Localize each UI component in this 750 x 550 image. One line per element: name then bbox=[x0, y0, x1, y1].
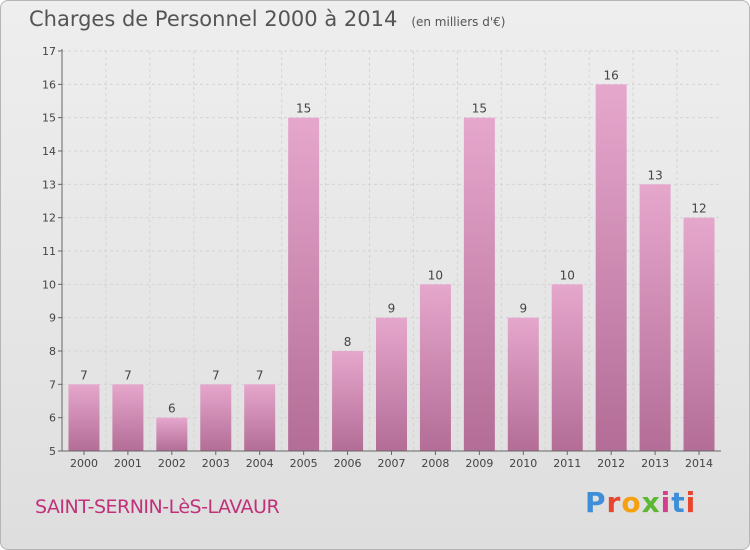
bar-2002 bbox=[156, 417, 188, 451]
y-tick-label: 10 bbox=[42, 278, 56, 291]
brand-letter: i bbox=[685, 486, 697, 519]
bar-2014 bbox=[683, 217, 715, 451]
y-tick-label: 14 bbox=[42, 145, 56, 158]
bar-value-label: 13 bbox=[647, 168, 662, 182]
bar-value-label: 8 bbox=[344, 335, 352, 349]
x-tick-label: 2004 bbox=[246, 457, 274, 470]
y-tick-label: 5 bbox=[49, 445, 56, 458]
bar-2004 bbox=[244, 384, 276, 451]
bar-value-label: 7 bbox=[256, 368, 264, 382]
bar-2012 bbox=[595, 84, 627, 451]
proxiti-logo: Proxiti bbox=[585, 486, 696, 519]
x-tick-label: 2010 bbox=[509, 457, 537, 470]
chart-title-text: Charges de Personnel 2000 à 2014 bbox=[29, 7, 398, 31]
bar-value-label: 16 bbox=[604, 68, 619, 82]
y-tick-label: 15 bbox=[42, 112, 56, 125]
y-tick-label: 13 bbox=[42, 178, 56, 191]
bar-value-label: 12 bbox=[691, 202, 706, 216]
x-tick-label: 2001 bbox=[114, 457, 142, 470]
y-tick-label: 11 bbox=[42, 245, 56, 258]
location-name: SAINT-SERNIN-LèS-LAVAUR bbox=[35, 496, 280, 518]
bar-value-label: 7 bbox=[212, 368, 220, 382]
x-tick-label: 2011 bbox=[553, 457, 581, 470]
bar-2007 bbox=[376, 317, 407, 451]
bar-value-label: 10 bbox=[560, 268, 575, 282]
axes bbox=[58, 49, 721, 455]
x-tick-label: 2009 bbox=[465, 457, 493, 470]
x-tick-label: 2007 bbox=[378, 457, 406, 470]
x-tick-label: 2012 bbox=[597, 457, 625, 470]
chart-subtitle: (en milliers d'€) bbox=[411, 15, 506, 29]
bar-value-label: 15 bbox=[296, 102, 311, 116]
bar-value-label: 7 bbox=[80, 368, 88, 382]
bar-value-label: 9 bbox=[388, 302, 396, 316]
brand-letter: x bbox=[641, 486, 661, 519]
bar-2008 bbox=[419, 284, 451, 451]
gridlines bbox=[62, 50, 721, 451]
y-tick-label: 16 bbox=[42, 78, 56, 91]
brand-letter: i bbox=[660, 486, 672, 519]
bar-value-label: 10 bbox=[428, 268, 443, 282]
bar-2005 bbox=[288, 117, 320, 452]
x-tick-label: 2008 bbox=[421, 457, 449, 470]
y-tick-label: 8 bbox=[49, 345, 56, 358]
bar-value-label: 9 bbox=[519, 302, 527, 316]
chart-title: Charges de Personnel 2000 à 2014 (en mill… bbox=[29, 7, 505, 31]
bar-2009 bbox=[463, 117, 495, 452]
bar-2011 bbox=[551, 284, 583, 451]
y-tick-label: 17 bbox=[42, 45, 56, 58]
x-tick-label: 2013 bbox=[641, 457, 669, 470]
bar-value-label: 6 bbox=[168, 402, 176, 416]
x-tick-label: 2005 bbox=[290, 457, 318, 470]
y-tick-label: 6 bbox=[49, 412, 56, 425]
brand-letter: P bbox=[585, 486, 607, 519]
bar-2013 bbox=[639, 184, 671, 452]
brand-letter: o bbox=[621, 486, 642, 519]
x-tick-label: 2002 bbox=[158, 457, 186, 470]
bars bbox=[68, 84, 715, 452]
x-tick-label: 2000 bbox=[70, 457, 98, 470]
bar-value-label: 15 bbox=[472, 102, 487, 116]
y-tick-label: 7 bbox=[49, 378, 56, 391]
bar-2003 bbox=[200, 384, 232, 451]
bar-2010 bbox=[507, 317, 539, 451]
bar-2006 bbox=[332, 351, 364, 451]
y-tick-label: 9 bbox=[49, 312, 56, 325]
brand-letter: r bbox=[606, 486, 622, 519]
bar-value-label: 7 bbox=[124, 368, 132, 382]
bar-2000 bbox=[68, 384, 100, 451]
brand-letter: t bbox=[671, 486, 686, 519]
labels: 5 6 7 8 9 10 11 12 13 14 15 16 17 7 2000 7 2001 6 2002 7 200… bbox=[42, 45, 713, 470]
x-tick-label: 2006 bbox=[334, 457, 362, 470]
x-tick-label: 2014 bbox=[685, 457, 713, 470]
x-tick-label: 2003 bbox=[202, 457, 230, 470]
y-tick-label: 12 bbox=[42, 212, 56, 225]
bar-2001 bbox=[112, 384, 144, 451]
